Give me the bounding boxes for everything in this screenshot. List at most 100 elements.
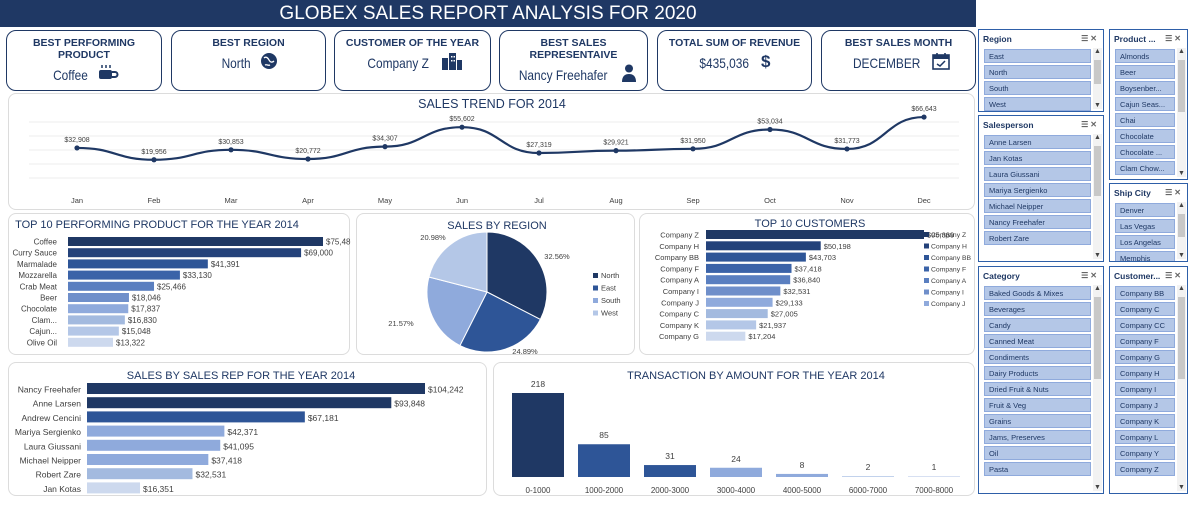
slicer-item[interactable]: Company J bbox=[1115, 398, 1175, 412]
bar-data-label: $104,242 bbox=[428, 385, 464, 395]
clear-filter-icon[interactable]: ☰✕ bbox=[1081, 271, 1099, 280]
slicer-item[interactable]: East bbox=[984, 49, 1091, 63]
shipcity-slicer[interactable]: Ship City ☰✕ Denver Las Vegas Los Angelas Mem… bbox=[1109, 183, 1188, 262]
slicer-item[interactable]: Company I bbox=[1115, 382, 1175, 396]
legend-swatch bbox=[924, 255, 929, 260]
trend-data-label: $19,956 bbox=[141, 149, 166, 156]
slicer-item[interactable]: Baked Goods & Mixes bbox=[984, 286, 1091, 300]
salesperson-slicer[interactable]: Salesperson ☰✕ Anne Larsen Jan Kotas Laura G… bbox=[978, 115, 1104, 262]
clear-filter-icon[interactable]: ☰✕ bbox=[1081, 34, 1099, 43]
region-slicer[interactable]: Region ☰✕ East North South West ▲ ▼ bbox=[978, 29, 1104, 112]
slicer-scrollbar[interactable]: ▲ ▼ bbox=[1177, 48, 1186, 177]
slicer-item[interactable]: Company H bbox=[1115, 366, 1175, 380]
slicer-item[interactable]: South bbox=[984, 81, 1091, 95]
scroll-down-icon[interactable]: ▼ bbox=[1178, 484, 1185, 491]
scroll-thumb[interactable] bbox=[1178, 214, 1185, 237]
slicer-item[interactable]: Anne Larsen bbox=[984, 135, 1091, 149]
scroll-thumb[interactable] bbox=[1094, 297, 1101, 380]
region-panel: SALES BY REGION 32.56% 24.89% 21.57% 20.98% N… bbox=[356, 213, 635, 356]
slicer-item[interactable]: Company G bbox=[1115, 350, 1175, 364]
scroll-down-icon[interactable]: ▼ bbox=[1178, 170, 1185, 177]
slicer-item[interactable]: Jan Kotas bbox=[984, 151, 1091, 165]
slicer-item[interactable]: Condiments bbox=[984, 350, 1091, 364]
slicer-item[interactable]: Fruit & Veg bbox=[984, 398, 1091, 412]
scroll-thumb[interactable] bbox=[1178, 60, 1185, 112]
slicer-item[interactable]: Oil bbox=[984, 446, 1091, 460]
slicer-item[interactable]: Boysenber... bbox=[1115, 81, 1175, 95]
slicer-item[interactable]: Almonds bbox=[1115, 49, 1175, 63]
bar bbox=[706, 252, 806, 262]
slicer-item[interactable]: Company K bbox=[1115, 414, 1175, 428]
clear-filter-icon[interactable]: ☰✕ bbox=[1081, 120, 1099, 129]
slicer-item[interactable]: Laura Giussani bbox=[984, 167, 1091, 181]
slicer-item[interactable]: Company Z bbox=[1115, 462, 1175, 476]
slicer-scrollbar[interactable]: ▲ ▼ bbox=[1177, 285, 1186, 491]
slicer-item[interactable]: Jams, Preserves bbox=[984, 430, 1091, 444]
slicer-item[interactable]: Cajun Seas... bbox=[1115, 97, 1175, 111]
dollar-icon: $ bbox=[760, 52, 774, 73]
kpi-card: BEST REGION North bbox=[171, 30, 326, 91]
category-slicer[interactable]: Category ☰✕ Baked Goods & Mixes Beverages Ca… bbox=[978, 266, 1104, 494]
slicer-item[interactable]: Memphis bbox=[1115, 251, 1175, 261]
slicer-item[interactable]: Grains bbox=[984, 414, 1091, 428]
bar-data-label: $29,133 bbox=[776, 298, 803, 307]
slicer-item[interactable]: Company CC bbox=[1115, 318, 1175, 332]
slicer-item[interactable]: Canned Meat bbox=[984, 334, 1091, 348]
scroll-up-icon[interactable]: ▲ bbox=[1094, 134, 1101, 141]
slicer-item[interactable]: Denver bbox=[1115, 203, 1175, 217]
scroll-up-icon[interactable]: ▲ bbox=[1178, 202, 1185, 209]
scroll-down-icon[interactable]: ▼ bbox=[1094, 484, 1101, 491]
scroll-up-icon[interactable]: ▲ bbox=[1178, 285, 1185, 292]
kpi-value: Nancy Freehafer bbox=[519, 66, 608, 83]
slicer-item[interactable]: North bbox=[984, 65, 1091, 79]
bar bbox=[68, 281, 155, 291]
scroll-down-icon[interactable]: ▼ bbox=[1178, 252, 1185, 259]
slicer-item[interactable]: Chai bbox=[1115, 113, 1175, 127]
customer-slicer[interactable]: Customer... ☰✕ Company BB Company C Company … bbox=[1109, 266, 1188, 494]
slicer-item[interactable]: Dried Fruit & Nuts bbox=[984, 382, 1091, 396]
slicer-item[interactable]: West bbox=[984, 97, 1091, 111]
slicer-item[interactable]: Robert Zare bbox=[984, 231, 1091, 245]
slicer-item[interactable]: Los Angelas bbox=[1115, 235, 1175, 249]
clear-filter-icon[interactable]: ☰✕ bbox=[1165, 34, 1183, 43]
slicer-item[interactable]: Las Vegas bbox=[1115, 219, 1175, 233]
slicer-item[interactable]: Clam Chow... bbox=[1115, 161, 1175, 175]
slicer-scrollbar[interactable]: ▲ ▼ bbox=[1093, 285, 1102, 491]
bar bbox=[706, 331, 746, 341]
clear-filter-icon[interactable]: ☰✕ bbox=[1165, 188, 1183, 197]
kpi-value: $435,036 bbox=[699, 54, 750, 71]
slicer-item[interactable]: Company Y bbox=[1115, 446, 1175, 460]
scroll-thumb[interactable] bbox=[1178, 297, 1185, 380]
product-slicer[interactable]: Product ... ☰✕ Almonds Beer Boysenber... Caju… bbox=[1109, 29, 1188, 180]
slicer-item[interactable]: Beverages bbox=[984, 302, 1091, 316]
trend-data-label: $66,643 bbox=[911, 106, 936, 113]
slicer-item[interactable]: Chocolate ... bbox=[1115, 145, 1175, 159]
scroll-thumb[interactable] bbox=[1094, 60, 1101, 85]
scroll-down-icon[interactable]: ▼ bbox=[1094, 102, 1101, 109]
building-icon bbox=[441, 52, 463, 73]
slicer-scrollbar[interactable]: ▲ ▼ bbox=[1177, 202, 1186, 259]
category-label: Crab Meat bbox=[20, 282, 58, 291]
scroll-up-icon[interactable]: ▲ bbox=[1094, 48, 1101, 55]
slicer-item[interactable]: Pasta bbox=[984, 462, 1091, 476]
scroll-down-icon[interactable]: ▼ bbox=[1094, 252, 1101, 259]
slicer-item[interactable]: Company F bbox=[1115, 334, 1175, 348]
slicer-item[interactable]: Beer bbox=[1115, 65, 1175, 79]
scroll-up-icon[interactable]: ▲ bbox=[1094, 285, 1101, 292]
bar bbox=[710, 467, 762, 477]
slicer-item[interactable]: Mariya Sergienko bbox=[984, 183, 1091, 197]
scroll-up-icon[interactable]: ▲ bbox=[1178, 48, 1185, 55]
slicer-item[interactable]: Chocolate bbox=[1115, 129, 1175, 143]
slicer-scrollbar[interactable]: ▲ ▼ bbox=[1093, 134, 1102, 259]
bar-data-label: $33,130 bbox=[183, 271, 212, 280]
slicer-item[interactable]: Nancy Freehafer bbox=[984, 215, 1091, 229]
clear-filter-icon[interactable]: ☰✕ bbox=[1165, 271, 1183, 280]
slicer-item[interactable]: Company C bbox=[1115, 302, 1175, 316]
slicer-item[interactable]: Company L bbox=[1115, 430, 1175, 444]
scroll-thumb[interactable] bbox=[1094, 146, 1101, 196]
slicer-item[interactable]: Company BB bbox=[1115, 286, 1175, 300]
slicer-scrollbar[interactable]: ▲ ▼ bbox=[1093, 48, 1102, 109]
slicer-item[interactable]: Michael Neipper bbox=[984, 199, 1091, 213]
slicer-item[interactable]: Candy bbox=[984, 318, 1091, 332]
slicer-item[interactable]: Dairy Products bbox=[984, 366, 1091, 380]
